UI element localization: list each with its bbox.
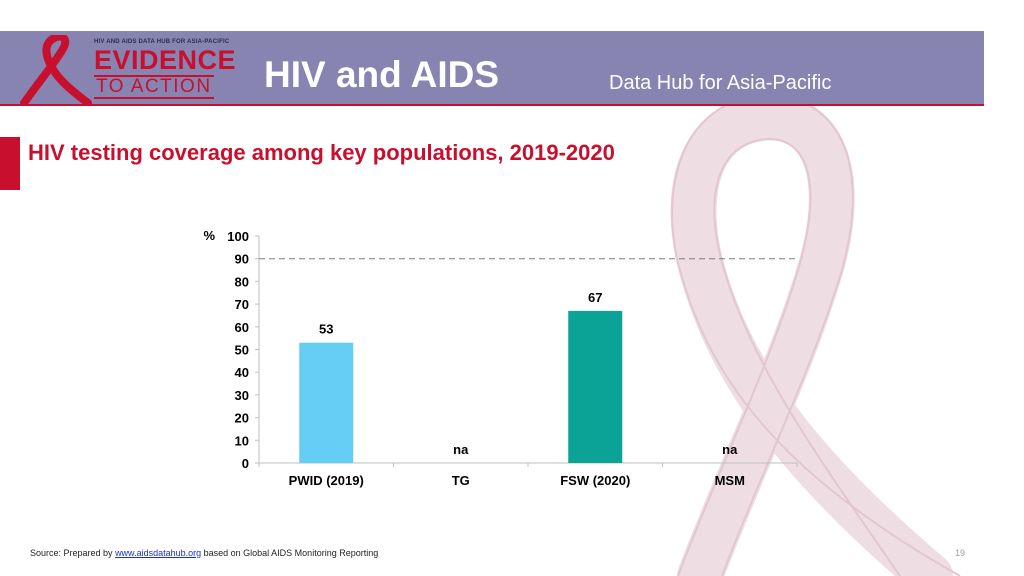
y-tick-label: 70 (235, 297, 249, 312)
y-tick-label: 90 (235, 252, 249, 267)
y-tick-label: 40 (235, 365, 249, 380)
y-tick-label: 50 (235, 343, 249, 358)
y-tick-label: 0 (242, 456, 249, 471)
category-label: PWID (2019) (289, 473, 364, 488)
header-title: HIV and AIDS (264, 54, 500, 95)
data-label: 53 (319, 322, 333, 337)
title-accent-bar (0, 137, 20, 190)
y-tick-label: 10 (235, 433, 249, 448)
data-label: na (453, 442, 469, 457)
logo-evidence-text: EVIDENCE (94, 45, 237, 75)
logo-top-text: HIV AND AIDS DATA HUB FOR ASIA-PACIFIC (94, 39, 230, 45)
bar (568, 310, 623, 463)
bar (299, 342, 354, 463)
data-label: na (722, 442, 738, 457)
y-tick-label: 60 (235, 320, 249, 335)
header-banner: HIV AND AIDS DATA HUB FOR ASIA-PACIFIC E… (0, 31, 984, 106)
source-suffix: based on Global AIDS Monitoring Reportin… (201, 548, 379, 558)
category-label: TG (452, 473, 470, 488)
red-ribbon-icon (20, 35, 92, 105)
chart-title: HIV testing coverage among key populatio… (28, 140, 615, 165)
page-number: 19 (955, 548, 966, 558)
category-label: FSW (2020) (560, 473, 630, 488)
y-tick-label: 100 (227, 229, 249, 244)
y-tick-label: 30 (235, 388, 249, 403)
header-subtitle: Data Hub for Asia-Pacific (609, 72, 832, 94)
y-tick-label: 20 (235, 411, 249, 426)
category-label: MSM (715, 473, 745, 488)
source-link[interactable]: www.aidsdatahub.org (115, 548, 202, 558)
source-prefix: Source: Prepared by (30, 548, 116, 558)
source-note: Source: Prepared by www.aidsdatahub.org … (30, 548, 378, 558)
y-axis-label: % (203, 228, 215, 243)
data-label: 67 (588, 290, 602, 305)
y-tick-label: 80 (235, 274, 249, 289)
logo-action-text: TO ACTION (94, 75, 214, 99)
evidence-to-action-logo: HIV AND AIDS DATA HUB FOR ASIA-PACIFIC E… (14, 35, 244, 105)
